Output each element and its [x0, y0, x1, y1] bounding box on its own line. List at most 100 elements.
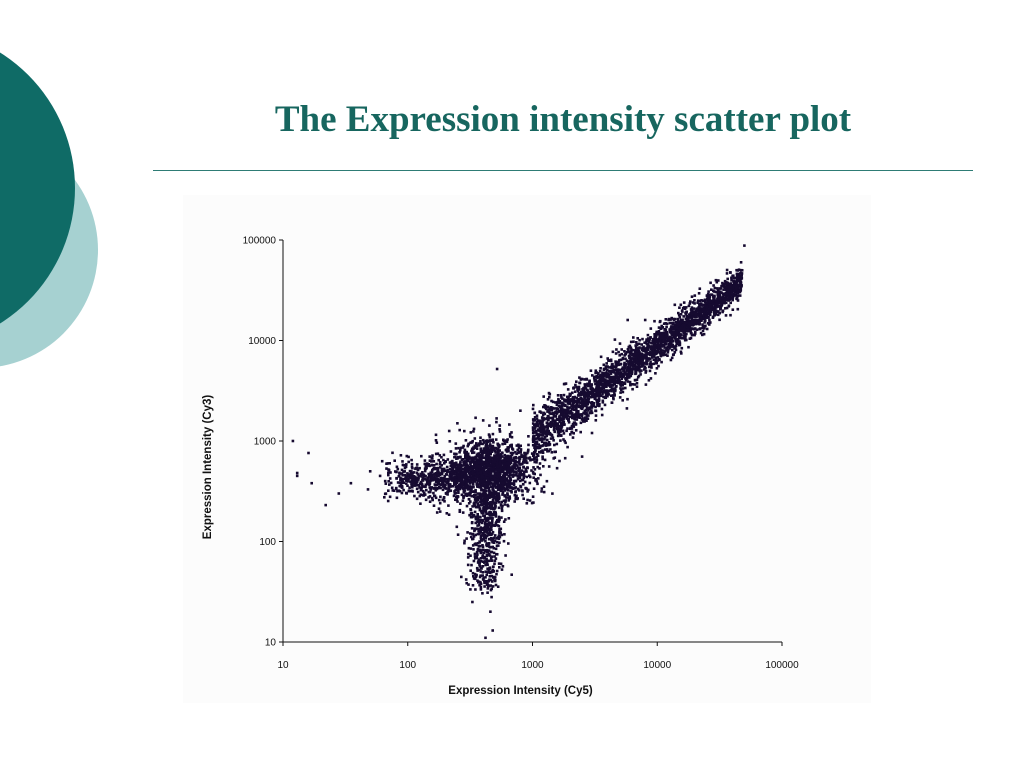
data-point — [583, 397, 586, 400]
data-point — [508, 479, 511, 482]
data-point — [463, 480, 466, 483]
data-point — [633, 367, 637, 371]
data-point — [454, 476, 458, 480]
data-point — [644, 369, 648, 373]
data-point — [597, 395, 601, 398]
data-point — [484, 445, 487, 449]
data-point — [563, 456, 567, 460]
data-point — [492, 446, 495, 450]
data-point — [670, 341, 673, 344]
data-point — [605, 371, 608, 375]
data-point — [536, 428, 540, 431]
data-point — [502, 499, 506, 503]
data-point — [387, 473, 390, 477]
data-point — [441, 488, 445, 492]
data-point — [491, 540, 494, 544]
data-point — [564, 413, 568, 417]
data-point — [559, 413, 563, 417]
data-point — [700, 303, 703, 307]
data-point — [469, 588, 472, 591]
data-point — [585, 378, 589, 381]
data-point — [609, 359, 613, 363]
data-point — [421, 476, 425, 480]
data-point — [503, 456, 506, 460]
data-point — [536, 454, 540, 457]
data-point — [479, 557, 483, 560]
data-point — [582, 391, 586, 395]
data-point — [568, 394, 571, 398]
data-point — [479, 526, 483, 529]
data-point — [594, 419, 598, 422]
data-point — [615, 348, 618, 351]
data-point — [656, 333, 659, 336]
data-point — [688, 302, 692, 305]
data-point — [517, 456, 520, 460]
data-point — [737, 268, 741, 271]
data-point — [471, 490, 474, 493]
data-point — [574, 423, 578, 426]
data-point — [595, 386, 598, 389]
data-point — [691, 301, 695, 304]
data-point — [644, 366, 647, 370]
data-point — [489, 449, 492, 453]
data-point — [485, 486, 488, 490]
data-point — [702, 314, 706, 318]
data-point — [546, 410, 549, 413]
data-point — [536, 446, 539, 449]
data-point — [482, 551, 486, 554]
data-point — [423, 462, 427, 466]
data-point — [514, 450, 517, 454]
data-point — [385, 467, 388, 470]
data-point — [432, 464, 436, 467]
data-point — [484, 490, 488, 493]
data-point — [521, 454, 524, 458]
data-point — [419, 482, 422, 486]
data-point — [485, 459, 488, 462]
data-point — [692, 307, 695, 310]
data-point — [552, 428, 556, 432]
data-point — [590, 384, 593, 387]
data-point — [509, 451, 513, 455]
data-point — [721, 281, 724, 285]
data-point — [503, 453, 507, 457]
data-point — [605, 367, 608, 371]
data-point — [494, 457, 498, 460]
data-point — [540, 490, 543, 493]
data-point — [426, 482, 430, 485]
data-point — [522, 454, 526, 458]
data-point — [680, 346, 684, 350]
data-point — [501, 470, 504, 474]
data-point — [710, 300, 713, 304]
data-point — [471, 483, 475, 486]
data-point — [485, 482, 489, 486]
data-point — [410, 458, 413, 462]
data-point — [603, 390, 607, 393]
data-point — [676, 324, 680, 328]
data-point — [512, 466, 515, 470]
data-point — [464, 457, 468, 460]
data-point — [455, 485, 459, 489]
data-point — [559, 405, 562, 408]
data-point — [662, 331, 666, 334]
data-point — [648, 346, 651, 349]
data-point — [518, 472, 521, 476]
data-point — [512, 456, 515, 460]
data-point — [736, 292, 740, 295]
data-point — [560, 409, 564, 413]
data-point — [405, 463, 408, 466]
data-point — [479, 439, 482, 443]
data-point — [523, 470, 526, 474]
data-point — [484, 570, 487, 573]
data-point — [495, 572, 498, 576]
data-point — [450, 460, 453, 464]
data-point — [711, 308, 715, 311]
data-point — [568, 406, 572, 409]
data-point — [735, 291, 738, 295]
data-point — [478, 467, 481, 470]
data-point — [575, 410, 578, 413]
data-point — [714, 309, 718, 312]
data-point — [713, 314, 716, 317]
data-point — [452, 494, 456, 498]
data-point — [440, 463, 443, 467]
data-point — [576, 388, 580, 392]
